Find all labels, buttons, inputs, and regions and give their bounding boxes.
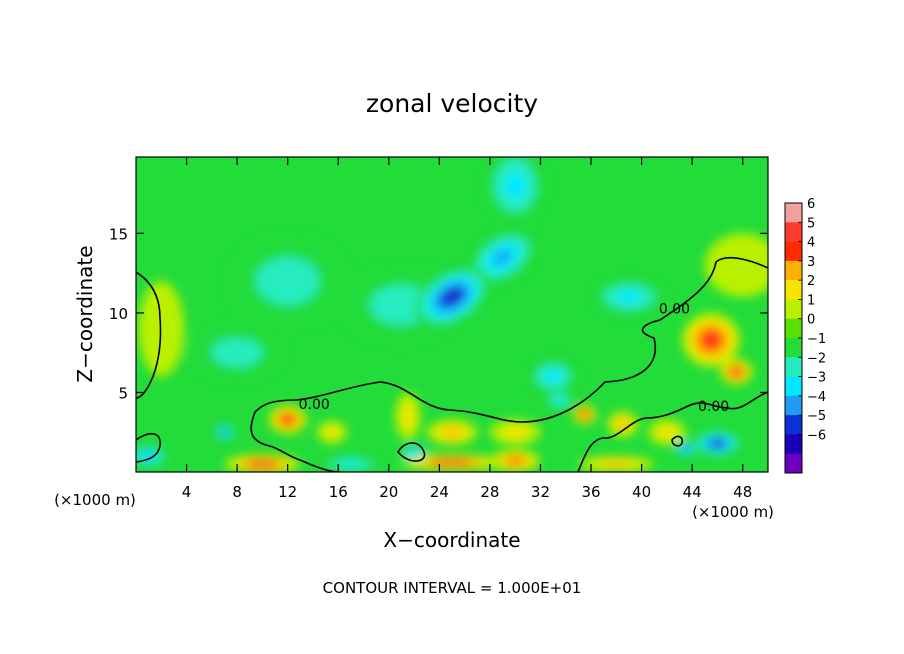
colorbar-label: 5	[807, 216, 815, 231]
colorbar-label: 4	[807, 236, 815, 251]
x-unit-left: (×1000 m)	[54, 491, 136, 509]
colorbar: 6 5 4 3 2 1 0 −1 −2 −3 −4 −5 −6	[784, 197, 826, 474]
x-tick-label: 48	[733, 483, 752, 501]
field-cell	[603, 461, 629, 467]
zero-contours	[136, 257, 768, 472]
colorbar-swatch	[785, 222, 802, 242]
field-cell	[544, 370, 562, 383]
field-cell	[254, 462, 270, 467]
field-cell	[441, 460, 463, 465]
field-cell	[222, 430, 227, 435]
zero-contour-bottomleft	[136, 433, 161, 463]
colorbar-label: −3	[807, 371, 826, 386]
colorbar-swatch	[785, 260, 802, 281]
contour-labels: 0.00 0.00 0.00	[299, 302, 730, 415]
zero-contour-small-2	[671, 435, 684, 447]
colorbar-swatch	[785, 280, 802, 300]
field-cell	[401, 404, 415, 429]
field-cell	[504, 172, 526, 199]
x-tick-label: 16	[329, 483, 348, 501]
colorbar-swatch	[785, 415, 802, 435]
field-cell	[508, 458, 522, 464]
field-cell	[211, 338, 263, 367]
field-cell	[443, 427, 461, 437]
field-cell	[256, 257, 320, 305]
colorbar-swatch	[785, 453, 802, 474]
field-cell	[616, 290, 642, 304]
y-tick-label: 10	[109, 305, 128, 323]
field-cell	[410, 450, 418, 455]
zero-contour-left	[136, 271, 162, 399]
colorbar-swatch	[785, 203, 802, 223]
x-tick-label: 20	[379, 483, 398, 501]
x-tick-label: 4	[182, 483, 192, 501]
colorbar-swatch	[785, 395, 802, 416]
y-tick-label: 15	[109, 225, 128, 243]
field-cell	[445, 291, 459, 303]
field-cell	[704, 233, 768, 297]
zero-contour-small	[397, 442, 426, 462]
velocity-field	[136, 157, 768, 472]
plot-area: 0.00 0.00 0.00	[135, 156, 769, 473]
field-cell	[554, 397, 565, 404]
zero-contour-main	[250, 257, 768, 472]
x-tick-label: 32	[531, 483, 550, 501]
contour-label: 0.00	[299, 397, 330, 413]
contour-label: 0.00	[698, 399, 729, 415]
colorbar-label: −2	[807, 351, 826, 366]
colorbar-label: 2	[807, 274, 815, 289]
zero-contour-right	[577, 391, 768, 472]
y-tick-label: 5	[118, 384, 128, 402]
colorbar-label: 0	[807, 313, 815, 328]
x-tick-label: 24	[430, 483, 449, 501]
colorbar-label: −4	[807, 390, 826, 405]
x-tick-label: 12	[278, 483, 297, 501]
x-unit-right: (×1000 m)	[692, 503, 774, 521]
field-cell	[713, 441, 722, 446]
colorbar-swatch	[785, 241, 802, 262]
field-cell	[617, 420, 628, 429]
contour-label: 0.00	[659, 302, 690, 318]
field-cell	[705, 334, 717, 346]
field-cell	[582, 412, 587, 417]
x-tick-label: 44	[683, 483, 702, 501]
field-cell	[283, 416, 292, 423]
x-axis-label: X−coordinate	[383, 528, 520, 552]
colorbar-swatch	[785, 338, 802, 358]
x-axis-ticks: 4 8 12 16 20 24 28 32 36 40 44 48	[182, 157, 752, 501]
field-cell	[324, 426, 340, 438]
colorbar-label: −6	[807, 428, 826, 443]
colorbar-swatch	[785, 434, 802, 455]
colorbar-label: 3	[807, 255, 815, 270]
colorbar-label: −5	[807, 409, 826, 424]
x-tick-label: 40	[632, 483, 651, 501]
x-tick-label: 36	[581, 483, 600, 501]
colorbar-swatch	[785, 318, 802, 339]
colorbar-label: 1	[807, 293, 815, 308]
x-tick-label: 8	[232, 483, 242, 501]
plot-frame	[135, 156, 769, 473]
field-cell	[683, 446, 689, 451]
field-cell	[657, 425, 677, 439]
y-axis-ticks: 5 10 15	[109, 225, 768, 402]
colorbar-swatch	[785, 376, 802, 397]
field-cell	[493, 250, 512, 265]
colorbar-swatch	[785, 299, 802, 320]
colorbar-swatch	[785, 357, 802, 377]
field-cell	[340, 461, 362, 467]
colorbar-label: 6	[807, 197, 815, 212]
field-cell	[502, 425, 528, 439]
chart-title: zonal velocity	[366, 89, 538, 118]
colorbar-label: −1	[807, 332, 826, 347]
contour-interval-note: CONTOUR INTERVAL = 1.000E+01	[323, 579, 582, 597]
x-tick-label: 28	[480, 483, 499, 501]
field-cell	[733, 369, 740, 375]
y-axis-label: Z−coordinate	[73, 245, 97, 382]
